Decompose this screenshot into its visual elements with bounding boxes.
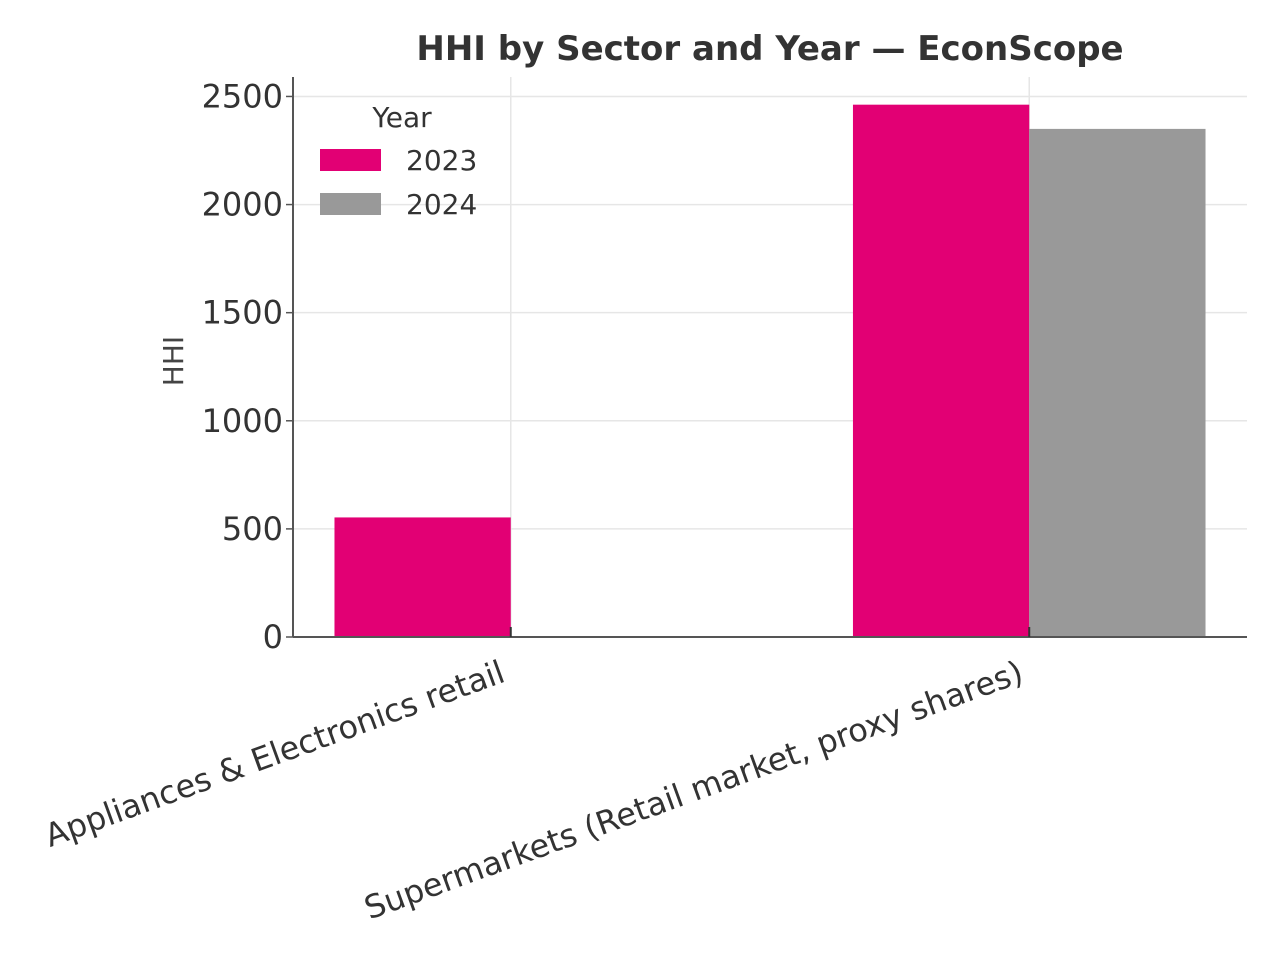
y-tick-label: 500 bbox=[222, 510, 283, 548]
y-axis-label: HHI bbox=[157, 336, 190, 386]
legend-label: 2023 bbox=[406, 144, 477, 177]
bar-2023 bbox=[334, 517, 511, 637]
legend-title: Year bbox=[371, 101, 432, 134]
legend-swatch-2024 bbox=[320, 193, 381, 215]
chart-title: HHI by Sector and Year — EconScope bbox=[416, 29, 1123, 69]
legend: Year 2023 2024 bbox=[320, 101, 477, 221]
y-tick-label: 1000 bbox=[202, 402, 283, 440]
bar-2024 bbox=[1029, 128, 1206, 637]
y-tick-label: 1500 bbox=[202, 294, 283, 332]
legend-swatch-2023 bbox=[320, 149, 381, 171]
y-tick-label: 2000 bbox=[202, 186, 283, 224]
legend-label: 2024 bbox=[406, 188, 477, 221]
bars bbox=[334, 104, 1206, 638]
y-ticks: 0 500 1000 1500 2000 2500 bbox=[202, 77, 293, 656]
y-tick-label: 2500 bbox=[202, 77, 283, 115]
axes bbox=[292, 77, 1247, 638]
bar-2023 bbox=[852, 104, 1030, 638]
x-tick-label: Appliances & Electronics retail bbox=[40, 653, 510, 855]
y-tick-label: 0 bbox=[263, 618, 283, 656]
x-ticks: Appliances & Electronics retailSupermark… bbox=[40, 627, 1031, 927]
